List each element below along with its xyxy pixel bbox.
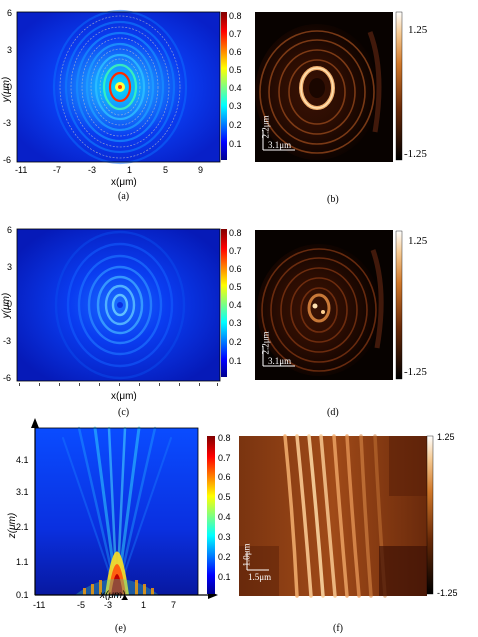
y-axis-label: y(μm) — [1, 76, 13, 103]
scale-bar-vertical-label: 2.2μm — [260, 331, 271, 355]
y-tick: 4.1 — [16, 455, 29, 465]
y-tick: 3.1 — [16, 487, 29, 497]
colorbar-tick: 0.1 — [229, 356, 242, 366]
panel-e-heatmap — [34, 426, 199, 597]
colorbar-tick: 0.6 — [218, 472, 231, 482]
panel-caption: (a) — [118, 191, 130, 202]
colorbar-tick: 0.5 — [218, 492, 231, 502]
x-tick: -11 — [33, 600, 46, 610]
x-axis-label: x(μm) — [111, 177, 137, 188]
x-tick-marks — [19, 383, 218, 386]
x-tick: 9 — [198, 165, 204, 175]
colorbar-tick: 0.4 — [229, 300, 242, 310]
colorbar-tick: 0.2 — [218, 552, 231, 562]
y-axis-label: z(μm) — [7, 512, 19, 539]
colorbar-max: 1.25 — [408, 235, 428, 247]
panel-d-image — [255, 230, 393, 380]
colorbar-tick: 0.3 — [229, 318, 242, 328]
panel-caption: (b) — [327, 194, 339, 205]
x-tick: 1 — [127, 165, 133, 175]
panel-a-colorbar — [221, 12, 227, 160]
colorbar-tick: 0.8 — [229, 11, 242, 21]
colorbar-tick: 0.6 — [229, 47, 242, 57]
x-axis-label: x(μm) — [111, 391, 137, 402]
colorbar-tick: 0.8 — [229, 228, 242, 238]
y-tick: 2.1 — [16, 522, 29, 532]
colorbar-max: 1.25 — [437, 432, 455, 442]
panel-b-image — [255, 12, 393, 162]
y-axis-label: y(μm) — [1, 292, 13, 319]
x-tick: -3 — [88, 165, 97, 175]
y-tick: 0.1 — [16, 590, 29, 600]
x-tick: 7 — [171, 600, 177, 610]
panel-b-colorbar — [395, 11, 403, 161]
colorbar-tick: 0.4 — [229, 83, 242, 93]
y-tick: -6 — [3, 373, 12, 383]
colorbar-tick: 0.8 — [218, 433, 231, 443]
colorbar-tick: 0.5 — [229, 282, 242, 292]
x-tick: -3 — [104, 600, 113, 610]
y-tick: 0 — [7, 82, 13, 92]
scale-bar-horizontal-label: 3.1μm — [268, 140, 292, 150]
panel-caption: (f) — [333, 623, 343, 634]
colorbar-tick: 0.2 — [229, 337, 242, 347]
colorbar-max: 1.25 — [408, 24, 428, 36]
scale-bar-horizontal-label: 1.5μm — [248, 572, 272, 582]
scale-bar-vertical-label: 2.2μm — [260, 115, 271, 139]
panel-e-axes — [31, 418, 218, 600]
panel-caption: (c) — [118, 407, 130, 418]
scale-bar-horizontal-label: 3.1μm — [268, 356, 292, 366]
y-tick: -6 — [3, 155, 12, 165]
colorbar-min: -1.25 — [404, 148, 427, 160]
panel-caption: (e) — [115, 623, 127, 634]
x-tick: -7 — [53, 165, 62, 175]
panel-a-heatmap — [16, 9, 221, 165]
y-tick: 1.1 — [16, 557, 29, 567]
colorbar-tick: 0.7 — [218, 453, 231, 463]
colorbar-tick: 0.3 — [229, 101, 242, 111]
y-tick: 3 — [7, 262, 13, 272]
scale-bar-vertical-label: 1.0μm — [241, 543, 252, 567]
panel-e-colorbar — [207, 436, 215, 594]
panel-c-colorbar — [221, 229, 227, 377]
panel-f-colorbar — [426, 435, 434, 595]
panel-c-heatmap — [16, 228, 221, 382]
y-tick: 3 — [7, 45, 13, 55]
colorbar-min: -1.25 — [404, 366, 427, 378]
y-tick: 6 — [7, 8, 13, 18]
x-tick: -5 — [77, 600, 86, 610]
colorbar-tick: 0.7 — [229, 29, 242, 39]
colorbar-tick: 0.5 — [229, 65, 242, 75]
colorbar-min: -1.25 — [437, 588, 458, 598]
y-tick: -3 — [3, 118, 12, 128]
panel-d-colorbar — [395, 230, 403, 380]
colorbar-tick: 0.3 — [218, 532, 231, 542]
colorbar-tick: 0.1 — [229, 139, 242, 149]
y-tick: 0 — [7, 299, 13, 309]
x-tick: 5 — [163, 165, 169, 175]
y-tick: -3 — [3, 336, 12, 346]
x-axis-label: x(μm) — [100, 590, 126, 601]
y-tick: 6 — [7, 225, 13, 235]
colorbar-tick: 0.4 — [218, 512, 231, 522]
x-tick: 1 — [141, 600, 147, 610]
colorbar-tick: 0.2 — [229, 120, 242, 130]
x-tick: -11 — [15, 165, 28, 175]
colorbar-tick: 0.7 — [229, 246, 242, 256]
colorbar-tick: 0.1 — [218, 572, 231, 582]
panel-f-image — [239, 434, 427, 598]
panel-caption: (d) — [327, 407, 339, 418]
colorbar-tick: 0.6 — [229, 264, 242, 274]
